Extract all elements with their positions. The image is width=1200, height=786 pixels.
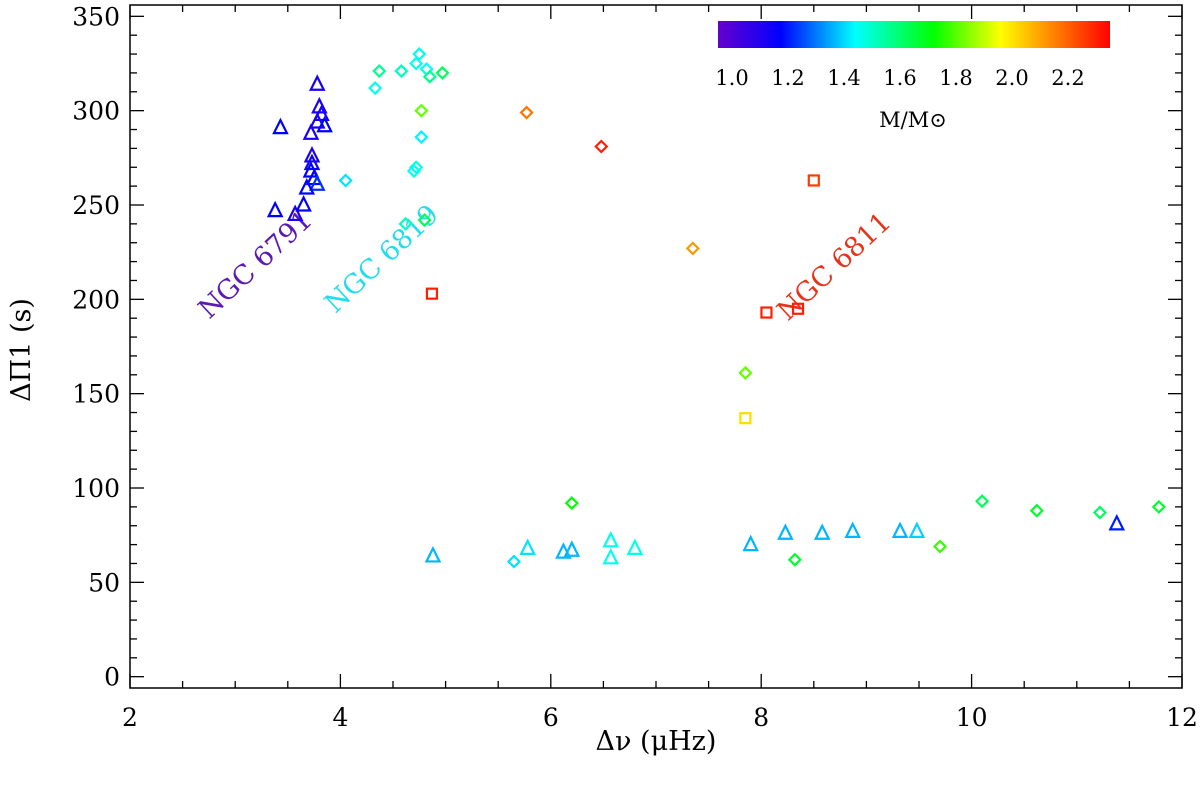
colorbar-tick-labels: 1.0 1.2 1.4 1.6 1.8 2.0 2.2 [715, 66, 1084, 90]
triangle-marker [602, 547, 620, 565]
colorbar-label: M/M⊙ [879, 108, 947, 132]
diamond-marker [506, 554, 522, 569]
diamond-marker [1029, 503, 1044, 518]
diamond-marker [594, 139, 609, 154]
x-tick-label: 12 [1166, 703, 1198, 732]
triangle-marker [303, 145, 321, 163]
diamond-marker [1151, 499, 1166, 514]
triangle-marker [1108, 513, 1126, 531]
diamond-marker [368, 80, 383, 96]
triangle-marker [626, 538, 644, 555]
square-marker [739, 412, 752, 425]
colorbar: 1.0 1.2 1.4 1.6 1.8 2.0 2.2 M/M⊙ [715, 21, 1110, 132]
triangle-marker [266, 200, 284, 218]
plot-frame [129, 4, 1183, 689]
diamond-marker [406, 163, 422, 179]
diamond-marker [372, 63, 387, 79]
triangle-marker [308, 174, 326, 191]
colorbar-tick-label: 2.2 [1051, 66, 1084, 90]
diamond-marker [338, 173, 353, 188]
triangle-marker [844, 521, 862, 539]
diamond-marker [932, 539, 948, 554]
y-axis-tick-labels: 0 50 100 150 200 250 300 350 [72, 2, 120, 691]
y-tick-label: 0 [104, 663, 120, 692]
y-tick-label: 50 [88, 568, 120, 597]
diamond-marker [975, 494, 990, 509]
diamond-marker [519, 105, 534, 120]
y-tick-label: 200 [72, 285, 120, 314]
y-axis-title: ΔΠ1 (s) [6, 298, 37, 402]
triangle-marker [891, 521, 909, 539]
triangle-marker [742, 534, 759, 552]
cluster-annotations: NGC 6791 NGC 6819 NGC 6811 [193, 199, 897, 327]
cluster-label: NGC 6811 [771, 207, 897, 327]
diamond-marker [398, 216, 413, 231]
diamond-marker [417, 213, 432, 228]
triangle-marker [777, 523, 794, 540]
y-tick-label: 150 [72, 380, 120, 409]
x-tick-label: 4 [332, 703, 348, 732]
colorbar-tick-label: 1.8 [939, 66, 972, 90]
colorbar-gradient [718, 21, 1110, 48]
triangle-marker [563, 540, 581, 557]
diamond-marker [422, 69, 437, 84]
triangle-marker [295, 195, 312, 212]
y-tick-label: 250 [72, 191, 120, 220]
colorbar-tick-label: 1.0 [715, 66, 748, 90]
square-marker [807, 174, 820, 187]
triangle-marker [308, 112, 326, 129]
square-marker [760, 306, 773, 319]
triangle-marker [302, 123, 320, 140]
diamond-marker [787, 552, 802, 567]
y-axis-ticks [130, 15, 1182, 678]
square-marker [791, 302, 805, 315]
triangle-marker [298, 178, 316, 195]
diamond-marker [738, 365, 753, 380]
diamond-marker [685, 241, 700, 256]
diamond-marker [564, 496, 579, 511]
triangle-marker [316, 115, 333, 133]
diamond-marker [409, 56, 424, 71]
diamond-marker [394, 63, 409, 79]
x-axis-ticks [129, 5, 1183, 688]
diamond-marker [412, 46, 427, 62]
x-tick-label: 6 [543, 703, 559, 732]
y-tick-label: 100 [72, 474, 120, 503]
y-tick-label: 350 [72, 2, 120, 31]
triangle-marker [424, 545, 442, 563]
triangle-marker [286, 204, 304, 222]
colorbar-tick-label: 2.0 [995, 66, 1028, 90]
triangle-marker [303, 153, 321, 171]
colorbar-tick-label: 1.2 [771, 66, 804, 90]
diamond-marker [414, 103, 429, 118]
y-tick-label: 300 [72, 97, 120, 126]
diamond-marker [435, 65, 450, 80]
colorbar-tick-label: 1.4 [827, 66, 860, 90]
diamond-marker [409, 160, 424, 175]
triangle-marker [813, 523, 831, 540]
triangle-marker [272, 117, 289, 135]
square-marker [425, 287, 439, 300]
cluster-label: NGC 6791 [193, 205, 319, 325]
diamond-marker [1092, 505, 1107, 520]
x-axis-tick-labels: 2 4 6 8 10 12 [122, 703, 1198, 732]
data-points [266, 46, 1166, 569]
x-tick-label: 10 [956, 703, 988, 732]
diamond-marker [414, 130, 429, 145]
triangle-marker [519, 538, 536, 555]
triangle-marker [908, 521, 926, 539]
triangle-marker [308, 74, 326, 91]
x-tick-label: 2 [122, 703, 138, 732]
triangle-marker [313, 104, 330, 122]
triangle-marker [602, 530, 620, 548]
colorbar-tick-label: 1.6 [883, 66, 916, 90]
x-axis-title: Δν (μHz) [596, 726, 717, 757]
x-tick-label: 8 [753, 703, 769, 732]
